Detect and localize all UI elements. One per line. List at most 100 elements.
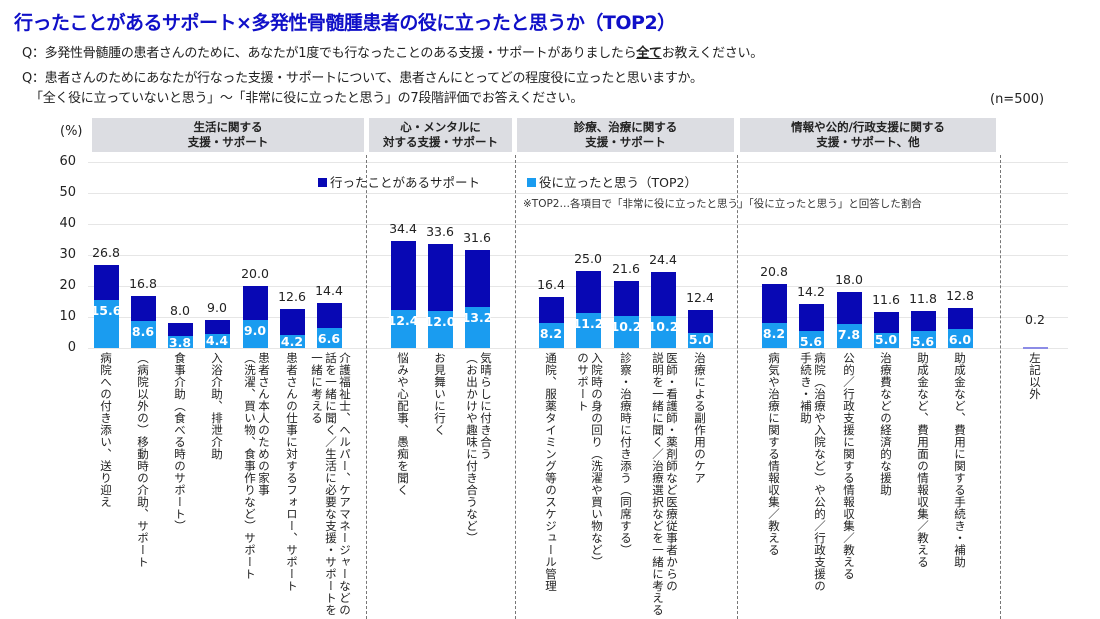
question-1-emphasis: 全て (636, 46, 662, 61)
legend-item-top2: 役に立ったと思う（TOP2） (527, 172, 697, 191)
bar-top2 (391, 309, 416, 348)
bar-top2 (317, 327, 342, 348)
value-label-top2: 8.6 (131, 324, 155, 340)
value-label-done: 12.6 (278, 288, 306, 304)
question-2: Q：患者さんのためにあなたが行なった支援・サポートについて、患者さんにとってどの… (22, 71, 703, 86)
group-header-life: 生活に関する 支援・サポート (92, 118, 364, 152)
value-label-top2: 6.6 (317, 330, 341, 346)
value-label-done: 11.6 (872, 292, 900, 308)
group-header-medical: 診療、治療に関する 支援・サポート (517, 118, 734, 152)
value-label-done: 14.4 (315, 283, 343, 299)
bar-top2 (837, 323, 862, 348)
legend-label-top2: 役に立ったと思う（TOP2） (539, 175, 697, 190)
bar-top2 (205, 334, 230, 348)
bar-top2 (874, 332, 899, 348)
group-separator (1000, 155, 1001, 619)
bar-top2 (539, 322, 564, 348)
legend-swatch-top2 (527, 178, 536, 187)
value-label-top2: 9.0 (243, 323, 267, 339)
group-header-info: 情報や公的/行政支援に関する 支援・サポート、他 (740, 118, 996, 152)
value-label-done: 12.4 (686, 289, 714, 305)
bar-top2 (131, 321, 156, 348)
x-category-label: 病院（治療や入院など）や公的／行政支援の 手続き・補助 (799, 352, 827, 592)
bar-top2 (280, 334, 305, 348)
bar-top2 (428, 310, 453, 348)
value-label-top2: 5.6 (799, 333, 823, 349)
bar-top2 (243, 320, 268, 348)
y-tick-label: 10 (59, 309, 76, 324)
bar-top2 (614, 316, 639, 348)
bar-top2 (465, 307, 490, 348)
bar-top2 (688, 332, 713, 348)
x-category-label: 気晴らしに付き合う （お出かけや趣味に付き合うなど） (465, 352, 493, 544)
page-title: 行ったことがあるサポート×多発性骨髄腫患者の役に立ったと思うか（TOP2） (14, 12, 676, 34)
legend-swatch-done (318, 178, 327, 187)
value-label-done: 34.4 (389, 221, 417, 237)
gridline (88, 162, 1068, 163)
bar-top2 (799, 330, 824, 348)
x-category-label: 治療費などの経済的な援助 (879, 352, 893, 496)
value-label-done: 14.2 (797, 283, 825, 299)
value-label-done: 8.0 (170, 303, 190, 319)
value-label-done: 33.6 (426, 223, 454, 239)
value-label-done: 11.8 (909, 291, 937, 307)
x-category-label: 悩みや心配事、愚痴を聞く (396, 352, 410, 496)
question-1-text: Q：多発性骨髄腫の患者さんのために、あなたが1度でも行なったことのある支援・サポ… (22, 46, 637, 61)
value-label-done: 26.8 (92, 244, 120, 260)
value-label-top2: 13.2 (461, 310, 493, 326)
bar-top2 (576, 313, 601, 348)
y-tick-label: 0 (67, 340, 76, 355)
x-category-label: 入院時の身の回り（洗濯や買い物など） のサポート (576, 352, 604, 568)
value-label-top2: 4.2 (280, 333, 304, 349)
value-label-top2: 7.8 (837, 326, 861, 342)
value-label-done: 21.6 (612, 261, 640, 277)
y-tick-label: 50 (59, 185, 76, 200)
group-header-mental: 心・メンタルに 対する支援・サポート (369, 118, 512, 152)
x-category-label: 通院、服薬タイミング等のスケジュール管理 (544, 352, 558, 592)
gridline (88, 193, 1068, 194)
x-category-label: 患者さんの仕事に対するフォロー、サポート (285, 352, 299, 592)
value-label-top2: 5.6 (911, 333, 935, 349)
value-label-top2: 8.2 (539, 325, 563, 341)
x-category-label: 公的／行政支援に関する情報収集／教える (842, 352, 856, 580)
value-label-done: 25.0 (574, 250, 602, 266)
value-label-done: 16.4 (537, 277, 565, 293)
y-tick-label: 20 (59, 278, 76, 293)
x-category-label: 治療による副作用のケア (693, 352, 707, 484)
value-label-done: 12.8 (946, 288, 974, 304)
x-category-label: お見舞いに行く (433, 352, 447, 436)
value-label-top2: 12.4 (387, 312, 419, 328)
value-label-done: 24.4 (649, 252, 677, 268)
value-label-top2: 15.6 (90, 302, 122, 318)
bar-done (1023, 347, 1048, 349)
bar-top2 (762, 322, 787, 348)
value-label-top2: 5.0 (874, 331, 898, 347)
value-label-top2: 12.0 (424, 313, 456, 329)
value-label-top2: 5.0 (688, 331, 712, 347)
value-label-top2: 6.0 (948, 332, 972, 348)
x-category-label: 医師・看護師・薬剤師など医療従事者からの 説明を一緒に聞く／治療選択などを一緒に… (651, 352, 679, 616)
gridline (88, 255, 1068, 256)
x-category-label: 食事介助（食べる時のサポート） (173, 352, 187, 532)
question-1-end: お教えください。 (661, 46, 764, 61)
x-category-label: 病院への付き添い、送り迎え (99, 352, 113, 508)
value-label-done: 20.0 (241, 266, 269, 281)
y-axis-unit: (%) (60, 124, 83, 139)
value-label-done: 20.8 (760, 263, 788, 279)
bar-top2 (651, 316, 676, 348)
y-tick-label: 60 (59, 154, 76, 169)
legend-item-done: 行ったことがあるサポート (318, 172, 480, 191)
gridline (88, 348, 1068, 349)
value-label-top2: 8.2 (762, 325, 786, 341)
value-label-done: 18.0 (835, 272, 863, 288)
x-category-label: 助成金など、費用面の情報収集／教える (916, 352, 930, 568)
value-label-top2: 10.2 (647, 319, 679, 335)
question-1: Q：多発性骨髄腫の患者さんのために、あなたが1度でも行なったことのある支援・サポ… (22, 42, 763, 61)
group-separator (366, 155, 367, 619)
x-category-label: 患者さん本人のための家事 （洗濯、買い物、食事作りなど）サポート (243, 352, 271, 580)
y-tick-label: 40 (59, 216, 76, 231)
x-category-label: 助成金など、費用に関する手続き・補助 (953, 352, 967, 568)
bar-top2 (911, 330, 936, 348)
x-category-label: 診察・治療時に付き添う（同席する） (619, 352, 633, 556)
value-label-top2: 10.2 (610, 319, 642, 335)
